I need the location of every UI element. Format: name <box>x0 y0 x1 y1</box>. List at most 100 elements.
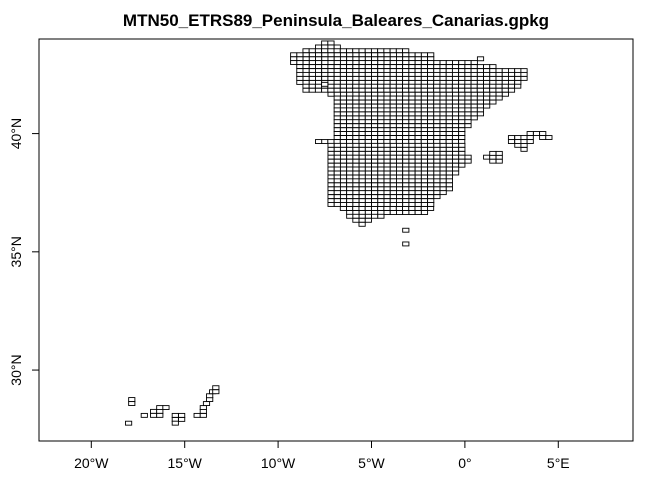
map-sheet-peninsula <box>464 95 472 101</box>
map-sheet-peninsula <box>333 142 341 148</box>
map-sheet-peninsula <box>333 111 341 117</box>
map-sheet-peninsula <box>308 64 316 70</box>
map-sheet-peninsula <box>470 60 478 65</box>
map-sheet-peninsula <box>352 99 360 105</box>
map-sheet-peninsula <box>302 52 310 58</box>
map-sheet-peninsula <box>458 146 466 152</box>
map-sheet-peninsula <box>296 52 304 58</box>
map-sheet-peninsula <box>371 213 379 219</box>
map-sheet-peninsula <box>451 119 460 125</box>
x-tick-label: 10°W <box>261 455 296 471</box>
map-sheet-peninsula <box>358 60 366 65</box>
map-sheet-peninsula <box>339 83 347 89</box>
map-sheet-peninsula <box>383 166 391 172</box>
map-sheet-peninsula <box>327 194 335 200</box>
map-sheet-peninsula <box>383 71 391 77</box>
map-sheet-peninsula <box>439 190 447 196</box>
map-sheet-peninsula <box>333 107 341 113</box>
map-sheet-peninsula <box>395 131 404 136</box>
map-sheet-peninsula <box>458 64 466 70</box>
map-sheet-peninsula <box>389 131 397 136</box>
map-sheet-peninsula <box>364 99 372 105</box>
map-sheet-peninsula <box>470 95 478 101</box>
map-sheet-peninsula <box>420 107 428 113</box>
map-sheet-peninsula <box>346 131 354 136</box>
map-sheet-peninsula <box>346 190 354 196</box>
map-sheet-peninsula <box>364 142 373 148</box>
map-sheet-peninsula <box>339 95 348 101</box>
map-sheet-peninsula <box>427 202 435 207</box>
map-sheet-peninsula <box>371 75 379 81</box>
map-sheet-peninsula <box>377 71 385 77</box>
map-sheet-peninsula <box>364 119 372 125</box>
map-sheet-peninsula <box>339 146 348 152</box>
map-sheet-peninsula <box>333 75 341 81</box>
map-sheet-peninsula <box>396 210 404 215</box>
map-sheet <box>402 227 410 233</box>
map-sheet-canarias <box>212 389 220 395</box>
map-sheet-peninsula <box>371 182 379 188</box>
map-sheet-peninsula <box>395 135 404 140</box>
map-sheet-peninsula <box>333 52 341 58</box>
map-sheet-peninsula <box>445 119 453 125</box>
map-sheet-peninsula <box>458 71 466 77</box>
map-sheet-peninsula <box>508 75 516 81</box>
map-sheet-peninsula <box>383 178 391 184</box>
map-sheet-peninsula <box>377 190 385 196</box>
map-sheet-peninsula <box>402 83 410 89</box>
map-sheet-peninsula <box>389 154 397 160</box>
map-sheet-peninsula <box>476 111 485 117</box>
map-sheet-peninsula <box>414 111 422 117</box>
map-sheet-peninsula <box>452 142 460 148</box>
map-sheet-peninsula <box>427 95 435 101</box>
map-sheet-peninsula <box>520 71 528 77</box>
map-sheet-peninsula <box>501 83 509 89</box>
map-sheet-peninsula <box>383 154 391 160</box>
map-sheet-peninsula <box>389 182 397 188</box>
map-sheet-peninsula <box>396 166 404 172</box>
map-sheet-peninsula <box>470 83 478 89</box>
map-sheet-peninsula <box>420 119 428 125</box>
map-sheet-peninsula <box>383 111 391 117</box>
map-sheet-peninsula <box>377 182 385 188</box>
map-sheet-peninsula <box>377 64 385 70</box>
map-sheet-peninsula <box>290 60 298 65</box>
map-sheet-peninsula <box>427 52 435 58</box>
map-sheet-peninsula <box>389 206 397 211</box>
map-sheet-peninsula <box>377 202 385 207</box>
map-sheet-peninsula <box>402 131 410 136</box>
map-sheet-peninsula <box>464 123 472 129</box>
map-sheet-canarias <box>193 412 201 418</box>
map-sheet-peninsula <box>296 75 304 81</box>
map-sheet-peninsula <box>464 83 472 89</box>
map-sheet-peninsula <box>389 194 397 200</box>
map-sheet-peninsula <box>358 202 366 207</box>
map-sheet-peninsula <box>389 210 397 215</box>
map-sheet-peninsula <box>377 52 385 58</box>
map-sheet-peninsula <box>464 119 472 125</box>
map-sheet-peninsula <box>352 202 360 207</box>
map-sheet-peninsula <box>358 95 366 101</box>
map-sheet-peninsula <box>364 154 373 160</box>
map-sheet-peninsula <box>327 190 335 196</box>
map-sheet-peninsula <box>371 178 379 184</box>
map-sheet-peninsula <box>383 206 391 211</box>
map-sheet-peninsula <box>433 170 441 176</box>
map-sheet-peninsula <box>420 142 429 148</box>
map-sheet-peninsula <box>371 107 379 113</box>
map-sheet <box>483 154 491 160</box>
map-sheet-peninsula <box>364 146 373 152</box>
map-sheet-canarias <box>162 405 170 410</box>
map-sheet-peninsula <box>483 87 491 93</box>
map-sheet-peninsula <box>352 64 360 70</box>
map-sheet-peninsula <box>333 71 341 77</box>
map-sheet-peninsula <box>352 158 360 164</box>
map-sheet-peninsula <box>364 166 373 172</box>
map-sheet-peninsula <box>346 194 354 200</box>
map-sheet-peninsula <box>396 154 404 160</box>
map-sheet-peninsula <box>339 48 347 54</box>
map-sheet-peninsula <box>383 48 391 54</box>
map-sheet-peninsula <box>315 75 323 81</box>
map-sheet-peninsula <box>420 64 428 70</box>
map-sheet-peninsula <box>339 123 348 129</box>
